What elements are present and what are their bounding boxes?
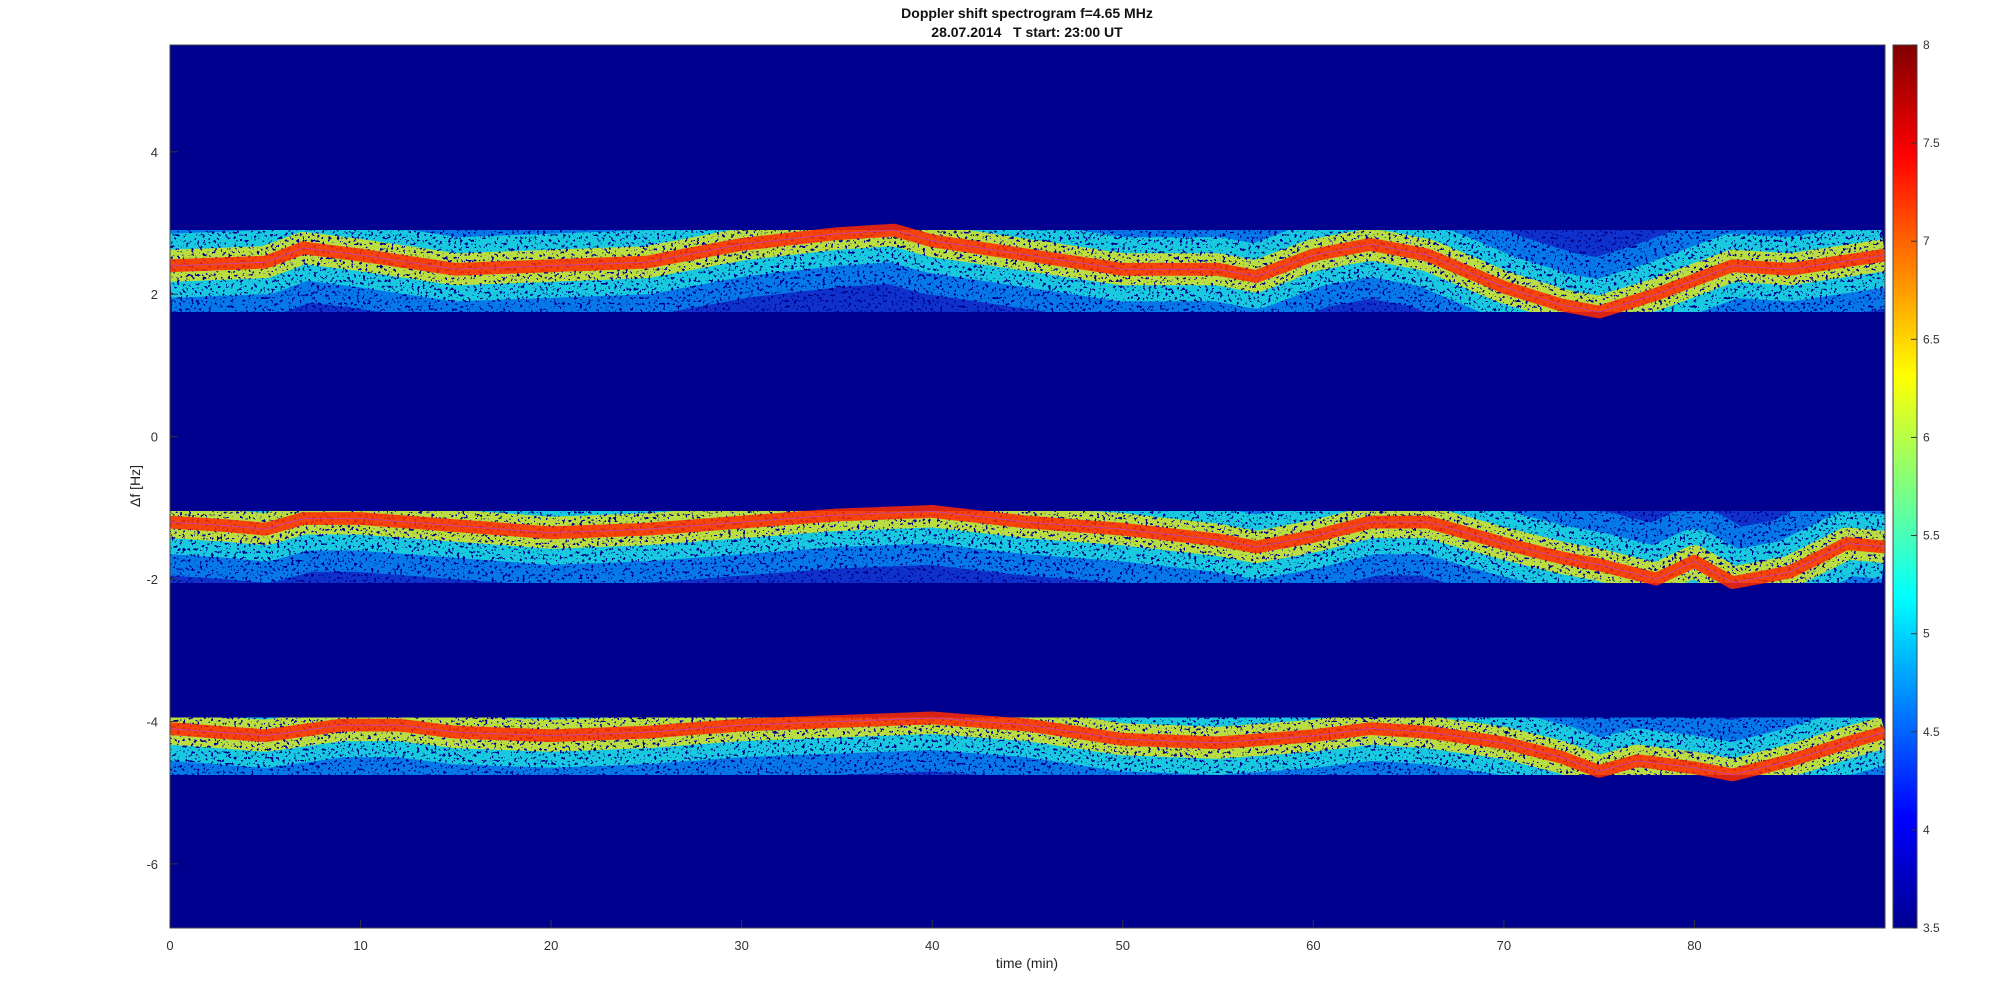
y-tick-label: 2 [151, 287, 158, 302]
colorbar-tick-label: 6 [1923, 430, 1930, 444]
x-tick-label: 0 [166, 938, 173, 953]
x-axis-ticks: 0 10 20 30 40 50 60 70 80 [166, 920, 1702, 953]
x-tick-label: 80 [1687, 938, 1701, 953]
y-tick-label: -6 [146, 857, 158, 872]
colorbar-tick-label: 3.5 [1923, 921, 1940, 935]
colorbar-tick-label: 8 [1923, 38, 1930, 52]
colorbar-tick-label: 7 [1923, 234, 1930, 248]
y-tick-label: 0 [151, 430, 158, 445]
x-tick-label: 20 [544, 938, 558, 953]
colorbar-tick-label: 5.5 [1923, 529, 1940, 543]
chart-subtitle: 28.07.2014 T start: 23:00 UT [931, 24, 1123, 40]
chart-title: Doppler shift spectrogram f=4.65 MHz [901, 5, 1153, 21]
colorbar-tick-label: 4.5 [1923, 725, 1940, 739]
x-tick-label: 50 [1116, 938, 1130, 953]
x-tick-label: 30 [734, 938, 748, 953]
colorbar-tick-label: 4 [1923, 823, 1930, 837]
trace-line-1 [170, 229, 1885, 313]
x-tick-label: 70 [1497, 938, 1511, 953]
y-tick-label: -2 [146, 572, 158, 587]
plot-frame [169, 44, 1886, 929]
y-tick-label: 4 [151, 145, 158, 160]
colorbar [1892, 44, 1918, 929]
x-tick-label: 60 [1306, 938, 1320, 953]
colorbar-ticks: 8 7.5 7 6.5 6 5.5 5 4.5 4 3.5 [1911, 38, 1940, 935]
colorbar-tick-label: 7.5 [1923, 136, 1940, 150]
trace-lines [170, 229, 1885, 776]
x-tick-label: 40 [925, 938, 939, 953]
y-axis-ticks: 4 2 0 -2 -4 -6 [146, 145, 178, 872]
y-axis-label: Δf [Hz] [127, 465, 143, 507]
trace-line-2 [170, 510, 1885, 584]
x-axis-label: time (min) [996, 955, 1058, 971]
spectrogram-bands [170, 144, 1885, 861]
colorbar-tick-label: 6.5 [1923, 332, 1940, 346]
x-tick-label: 10 [353, 938, 367, 953]
y-tick-label: -4 [146, 714, 158, 729]
colorbar-tick-label: 5 [1923, 627, 1930, 641]
trace-line-3 [170, 717, 1885, 776]
